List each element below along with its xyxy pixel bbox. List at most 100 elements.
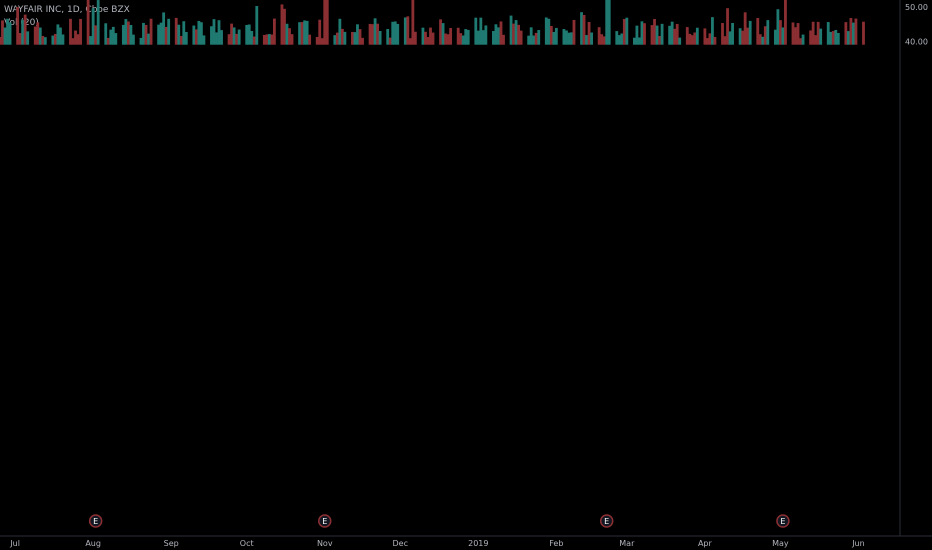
volume-bar — [386, 29, 390, 45]
volume-bar — [144, 24, 148, 45]
volume-bar — [199, 22, 203, 45]
volume-bar — [142, 22, 145, 45]
volume-bar — [230, 23, 234, 45]
volume-bar — [0, 36, 2, 45]
volume-bar — [819, 28, 823, 45]
x-tick-label: May — [772, 539, 789, 548]
volume-bar — [315, 36, 319, 45]
earnings-marker-label: E — [322, 517, 327, 526]
volume-bar — [554, 27, 558, 45]
volume-bar — [215, 32, 218, 45]
volume-bar — [403, 17, 407, 45]
volume-bar — [731, 22, 734, 45]
earnings-marker-label: E — [604, 517, 609, 526]
volume-bar — [56, 24, 60, 45]
volume-bar — [617, 35, 621, 45]
volume-bar — [421, 27, 425, 45]
volume-bar — [179, 35, 183, 45]
volume-bar — [212, 19, 216, 45]
volume-bar — [587, 21, 591, 45]
volume-bar — [688, 33, 692, 45]
earnings-marker — [318, 514, 332, 528]
volume-bar — [396, 23, 400, 45]
volume-bar — [318, 19, 322, 45]
volume-bar — [758, 34, 762, 45]
volume-bar — [41, 35, 45, 45]
volume-bar — [149, 18, 153, 45]
volume-bar — [449, 28, 453, 45]
volume-bar — [741, 30, 745, 45]
volume-bar — [534, 32, 538, 45]
volume-bar — [439, 19, 442, 45]
volume-bar — [544, 17, 548, 45]
volume-bar — [424, 31, 427, 45]
volume-bar — [773, 29, 777, 45]
volume-bar — [653, 19, 656, 45]
volume-bar — [270, 34, 274, 45]
volume-bar — [194, 29, 198, 45]
volume-bar — [61, 34, 65, 45]
volume-bar — [796, 23, 800, 45]
volume-bar — [444, 33, 447, 45]
volume-bar — [429, 27, 432, 45]
x-tick-label: Jul — [9, 539, 20, 548]
symbol-title: WAYFAIR INC, 1D, Cboe BZX — [4, 5, 130, 15]
volume-bar — [690, 35, 694, 45]
volume-bar — [456, 27, 460, 45]
volume-bar — [305, 20, 309, 45]
volume-bar — [298, 22, 301, 45]
volume-bar — [285, 23, 289, 45]
volume-bar — [711, 17, 714, 45]
volume-bar — [728, 31, 732, 45]
volume-bar — [778, 20, 782, 45]
volume-bar — [801, 34, 805, 45]
volume-bar — [255, 6, 259, 45]
volume-bar — [852, 22, 855, 45]
volume-bar — [59, 27, 62, 45]
volume-bar — [635, 25, 639, 45]
volume-bar — [492, 31, 495, 45]
x-tick-label: Dec — [393, 539, 408, 548]
volume-bar — [831, 31, 835, 45]
volume-bar — [723, 36, 727, 45]
volume-bar — [368, 23, 372, 45]
volume-bar — [615, 31, 619, 45]
volume-bar — [197, 20, 201, 45]
volume-bar — [388, 37, 392, 45]
volume-bar — [43, 37, 47, 45]
volume-bar — [91, 8, 95, 45]
volume-bar — [552, 31, 556, 45]
volume-bar — [562, 29, 566, 45]
volume-bar — [846, 31, 850, 45]
volume-bar — [3, 27, 7, 45]
volume-bar — [446, 34, 450, 45]
x-tick-label: Aug — [85, 539, 101, 548]
volume-bar — [262, 34, 266, 45]
volume-bar — [272, 18, 276, 45]
volume-bar — [605, 0, 609, 45]
earnings-marker-label: E — [93, 517, 98, 526]
volume-bar — [351, 31, 354, 45]
volume-bar — [411, 0, 415, 45]
volume-bar — [514, 20, 518, 45]
volume-bar — [245, 24, 249, 45]
volume-bar — [338, 18, 342, 45]
volume-bar — [33, 26, 37, 45]
volume-bar — [325, 0, 329, 45]
volume-bar — [114, 33, 118, 45]
x-tick-label: 2019 — [468, 539, 488, 548]
volume-bar — [340, 28, 344, 45]
volume-bar — [517, 24, 521, 45]
volume-bar — [620, 33, 624, 45]
volume-bar — [235, 33, 239, 45]
volume-bar — [748, 20, 752, 45]
volume-bar — [237, 29, 241, 45]
volume-bar — [74, 30, 77, 45]
volume-bar — [499, 21, 503, 45]
volume-bar — [167, 18, 171, 45]
volume-bar — [512, 23, 515, 45]
volume-bar — [303, 20, 307, 45]
volume-bar — [124, 19, 128, 45]
volume-bar — [431, 32, 435, 45]
